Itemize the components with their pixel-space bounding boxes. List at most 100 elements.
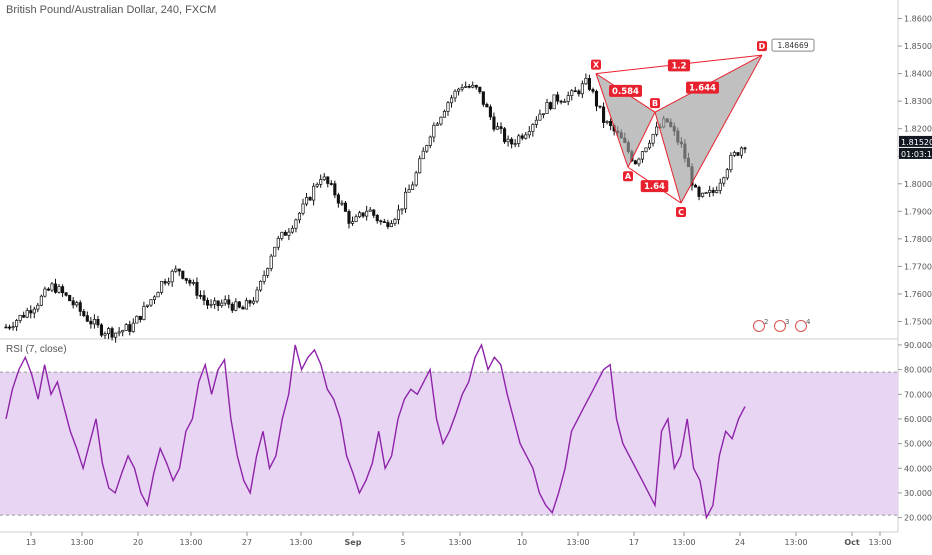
pattern-leg-ab [627,111,656,168]
candle-body [290,227,294,233]
candle-body [177,268,181,272]
candle-body [368,209,372,212]
candle-body [651,133,655,144]
event-marker-count: 3 [785,318,789,326]
candle-body [481,91,485,105]
candle-body [446,102,450,112]
pattern-ratio-label: 1.644 [689,84,716,94]
rsi-band-fill [0,372,898,516]
candle-body [594,90,599,107]
candle-body [128,324,132,332]
candle-body [340,202,344,205]
time-tick-label: Oct [844,538,860,547]
candle-body [106,328,111,335]
candle-body [181,270,185,279]
rsi-tick-label: 40.0000 [904,464,932,473]
candle-body [499,126,503,130]
rsi-tick-label: 30.0000 [904,489,932,498]
candle-body [209,303,213,306]
candle-body [85,315,89,322]
candle-body [708,189,712,193]
pattern-point-box [623,171,633,182]
pattern-point-label: X [593,61,600,70]
candle-body [527,131,531,136]
rsi-tick-label: 20.0000 [904,514,932,523]
candle-body [580,83,584,95]
event-marker-count: 4 [806,318,811,326]
pattern-ratio-label: 1.64 [644,182,665,192]
candle-body [495,126,500,130]
time-tick-label: 13:00 [566,538,589,547]
chart-title: British Pound/Australian Dollar, 240, FX… [6,4,217,16]
candle-body [4,326,8,329]
candle-body [389,223,393,227]
pattern-point-box [676,207,686,218]
candle-body [421,150,425,160]
candle-body [637,158,641,165]
candle-body [195,282,199,296]
time-tick-label: 13 [26,538,36,547]
price-tick-label: 1.83000 [904,97,932,106]
candle-body [29,310,33,314]
candle-body [485,104,489,108]
pattern-point-label: B [652,99,658,108]
pattern-ratio-label: 1.2 [671,61,686,71]
candle-body [202,295,206,301]
candle-body [262,275,266,282]
current-price-tag [899,135,932,147]
time-tick-label: 13:00 [672,538,695,547]
candle-body [474,84,478,88]
candle-body [548,102,553,110]
pattern-leg-bc [654,112,682,204]
price-tick-label: 1.77000 [904,262,932,271]
price-tick-label: 1.85000 [904,42,932,51]
pattern-point-label: A [625,172,632,181]
candle-body [460,87,464,90]
candle-body [418,158,422,174]
candle-body [273,246,277,257]
pattern-triangle-bcd [655,55,762,204]
candle-body [163,281,167,284]
candle-body [61,286,65,294]
candle-body [605,121,609,123]
candle-body [633,160,637,165]
price-tick-label: 1.78000 [904,235,932,244]
candle-body [220,302,224,306]
candle-body [156,292,160,298]
time-tick-label: 27 [242,538,252,547]
candle-body [319,179,323,185]
time-tick-label: 10 [517,538,527,547]
candle-body [205,299,210,306]
candle-body [382,221,386,223]
time-tick-label: 13:00 [289,538,312,547]
current-price-label: 1.81520 [901,138,932,147]
price-tick-label: 1.84000 [904,70,932,79]
candle-body [425,145,429,152]
candle-body [241,306,245,310]
candle-body [297,212,302,221]
candle-body [170,270,174,283]
candle-body [506,138,510,143]
candle-body [248,300,252,304]
candle-body [57,286,61,293]
candle-body [11,326,15,329]
candle-body [457,88,461,92]
candle-body [276,238,280,248]
candle-body [488,106,492,118]
candle-body [386,222,390,227]
candle-body [103,333,107,336]
event-flag-icon [795,320,807,332]
candle-body [234,301,238,311]
pattern-leg-cd [680,54,763,204]
pattern-point-box [650,98,660,109]
time-tick-label: 17 [629,538,639,547]
candle-body [287,231,291,236]
candle-body [213,300,217,305]
candle-body [191,282,195,284]
price-tick-label: 1.86000 [904,15,932,24]
candle-body [167,281,171,284]
candle-body [138,315,142,320]
candle-body [280,231,284,239]
candle-body [22,314,26,318]
